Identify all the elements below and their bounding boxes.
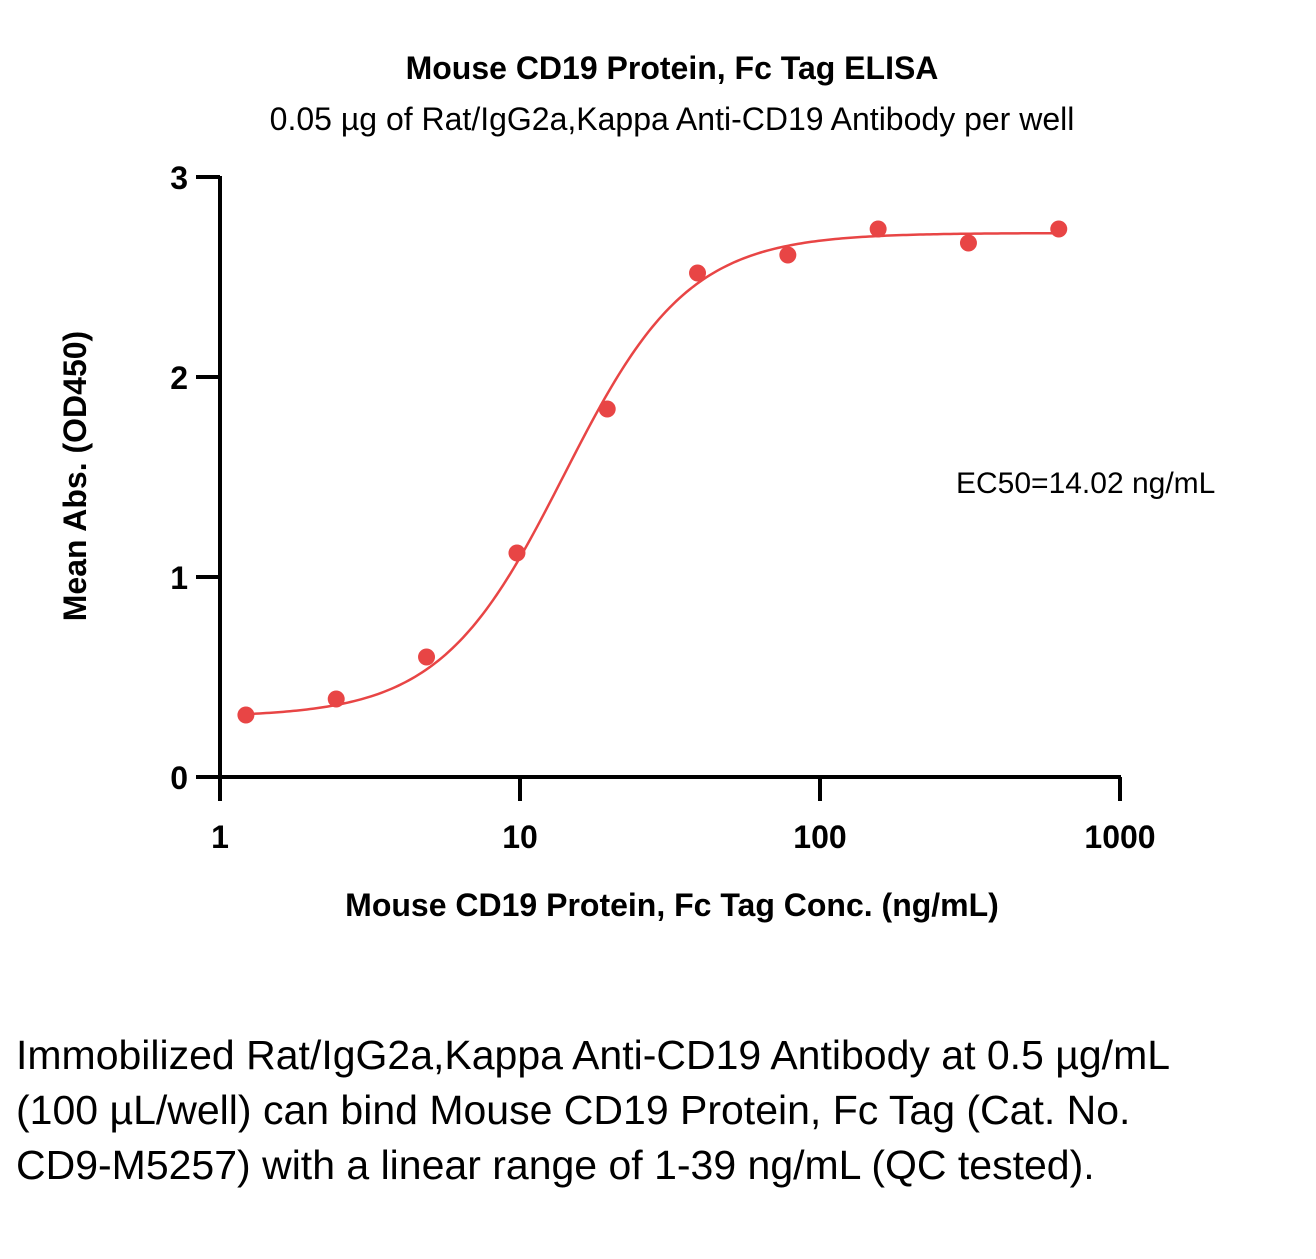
elisa-chart: Mouse CD19 Protein, Fc Tag ELISA 0.05 µg… <box>57 50 1215 923</box>
data-points <box>237 220 1068 724</box>
y-tick-label: 3 <box>170 160 188 196</box>
ec50-annotation: EC50=14.02 ng/mL <box>956 467 1215 500</box>
x-axis-label: Mouse CD19 Protein, Fc Tag Conc. (ng/mL) <box>345 887 999 923</box>
data-point <box>508 544 526 562</box>
x-tick-label: 1000 <box>1084 819 1155 855</box>
x-axis-ticks: 1 10 100 1000 <box>211 777 1156 855</box>
chart-subtitle: 0.05 µg of Rat/IgG2a,Kappa Anti-CD19 Ant… <box>270 101 1075 137</box>
caption-text: Immobilized Rat/IgG2a,Kappa Anti-CD19 An… <box>16 1032 1169 1188</box>
y-axis-label: Mean Abs. (OD450) <box>57 331 93 621</box>
x-tick-label: 1 <box>211 819 229 855</box>
y-axis-ticks: 0 1 2 3 <box>170 160 220 796</box>
data-point <box>869 220 887 238</box>
y-tick-label: 2 <box>170 360 188 396</box>
data-point <box>418 648 436 666</box>
y-tick-label: 0 <box>170 760 188 796</box>
chart-title: Mouse CD19 Protein, Fc Tag ELISA <box>406 50 939 86</box>
x-tick-label: 10 <box>502 819 538 855</box>
y-tick-label: 1 <box>170 560 188 596</box>
data-point <box>779 246 797 264</box>
data-point <box>689 264 707 282</box>
x-tick-label: 100 <box>793 819 846 855</box>
data-point <box>327 690 345 708</box>
data-point <box>1050 220 1068 238</box>
data-point <box>598 400 616 418</box>
data-point <box>237 706 255 724</box>
fit-curve <box>245 231 1059 716</box>
data-point <box>959 234 977 252</box>
